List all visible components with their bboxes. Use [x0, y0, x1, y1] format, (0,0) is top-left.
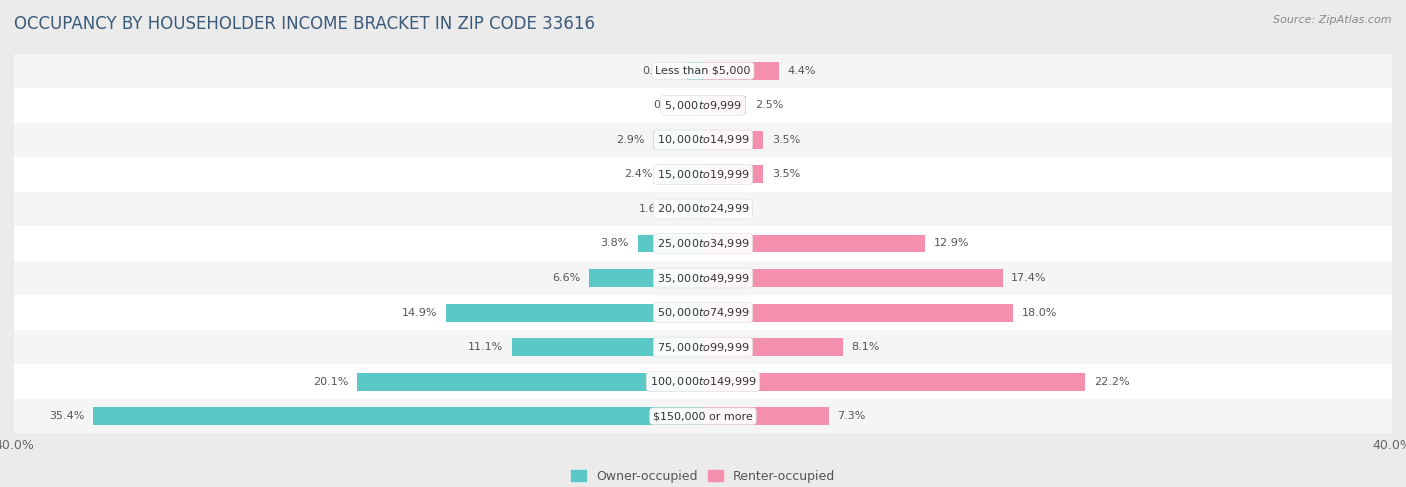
Text: $150,000 or more: $150,000 or more: [654, 411, 752, 421]
Bar: [446, 303, 703, 321]
Bar: [703, 373, 1085, 391]
Text: 3.5%: 3.5%: [772, 169, 800, 179]
FancyBboxPatch shape: [14, 399, 1392, 433]
Text: 3.5%: 3.5%: [772, 135, 800, 145]
Text: $15,000 to $19,999: $15,000 to $19,999: [657, 168, 749, 181]
Text: 14.9%: 14.9%: [402, 308, 437, 318]
Bar: [652, 131, 703, 149]
Text: $100,000 to $149,999: $100,000 to $149,999: [650, 375, 756, 388]
Text: 17.4%: 17.4%: [1011, 273, 1047, 283]
Bar: [662, 166, 703, 184]
Text: 18.0%: 18.0%: [1022, 308, 1057, 318]
Bar: [512, 338, 703, 356]
Text: $75,000 to $99,999: $75,000 to $99,999: [657, 340, 749, 354]
FancyBboxPatch shape: [14, 295, 1392, 330]
FancyBboxPatch shape: [14, 157, 1392, 192]
Bar: [675, 200, 703, 218]
Bar: [589, 269, 703, 287]
Text: 2.5%: 2.5%: [755, 100, 783, 111]
Text: 7.3%: 7.3%: [838, 411, 866, 421]
Text: 2.4%: 2.4%: [624, 169, 652, 179]
Bar: [703, 338, 842, 356]
Bar: [703, 131, 763, 149]
Text: 2.9%: 2.9%: [616, 135, 644, 145]
Text: 22.2%: 22.2%: [1094, 376, 1129, 387]
Text: $35,000 to $49,999: $35,000 to $49,999: [657, 272, 749, 284]
Bar: [703, 407, 828, 425]
Bar: [697, 96, 703, 114]
Text: $5,000 to $9,999: $5,000 to $9,999: [664, 99, 742, 112]
Text: 0.94%: 0.94%: [643, 66, 678, 76]
Bar: [703, 96, 747, 114]
Text: 0.32%: 0.32%: [654, 100, 689, 111]
FancyBboxPatch shape: [14, 192, 1392, 226]
Text: $10,000 to $14,999: $10,000 to $14,999: [657, 133, 749, 147]
Bar: [686, 62, 703, 80]
Text: 4.4%: 4.4%: [787, 66, 815, 76]
Text: 20.1%: 20.1%: [312, 376, 349, 387]
Text: $25,000 to $34,999: $25,000 to $34,999: [657, 237, 749, 250]
Bar: [703, 62, 779, 80]
Text: 12.9%: 12.9%: [934, 239, 969, 248]
Text: 3.8%: 3.8%: [600, 239, 628, 248]
Text: 11.1%: 11.1%: [468, 342, 503, 352]
Text: 35.4%: 35.4%: [49, 411, 84, 421]
Text: $20,000 to $24,999: $20,000 to $24,999: [657, 203, 749, 215]
Text: 1.6%: 1.6%: [638, 204, 666, 214]
Text: Less than $5,000: Less than $5,000: [655, 66, 751, 76]
Bar: [637, 235, 703, 252]
Text: 8.1%: 8.1%: [851, 342, 880, 352]
Bar: [703, 235, 925, 252]
Text: 0.22%: 0.22%: [716, 204, 751, 214]
Bar: [357, 373, 703, 391]
Bar: [703, 200, 707, 218]
Text: 6.6%: 6.6%: [553, 273, 581, 283]
Text: $50,000 to $74,999: $50,000 to $74,999: [657, 306, 749, 319]
Bar: [703, 269, 1002, 287]
FancyBboxPatch shape: [14, 88, 1392, 123]
Bar: [93, 407, 703, 425]
FancyBboxPatch shape: [14, 364, 1392, 399]
Text: Source: ZipAtlas.com: Source: ZipAtlas.com: [1274, 15, 1392, 25]
Bar: [703, 303, 1012, 321]
FancyBboxPatch shape: [14, 330, 1392, 364]
Text: OCCUPANCY BY HOUSEHOLDER INCOME BRACKET IN ZIP CODE 33616: OCCUPANCY BY HOUSEHOLDER INCOME BRACKET …: [14, 15, 595, 33]
FancyBboxPatch shape: [14, 54, 1392, 88]
FancyBboxPatch shape: [14, 123, 1392, 157]
FancyBboxPatch shape: [14, 226, 1392, 261]
FancyBboxPatch shape: [14, 261, 1392, 295]
Legend: Owner-occupied, Renter-occupied: Owner-occupied, Renter-occupied: [567, 465, 839, 487]
Bar: [703, 166, 763, 184]
